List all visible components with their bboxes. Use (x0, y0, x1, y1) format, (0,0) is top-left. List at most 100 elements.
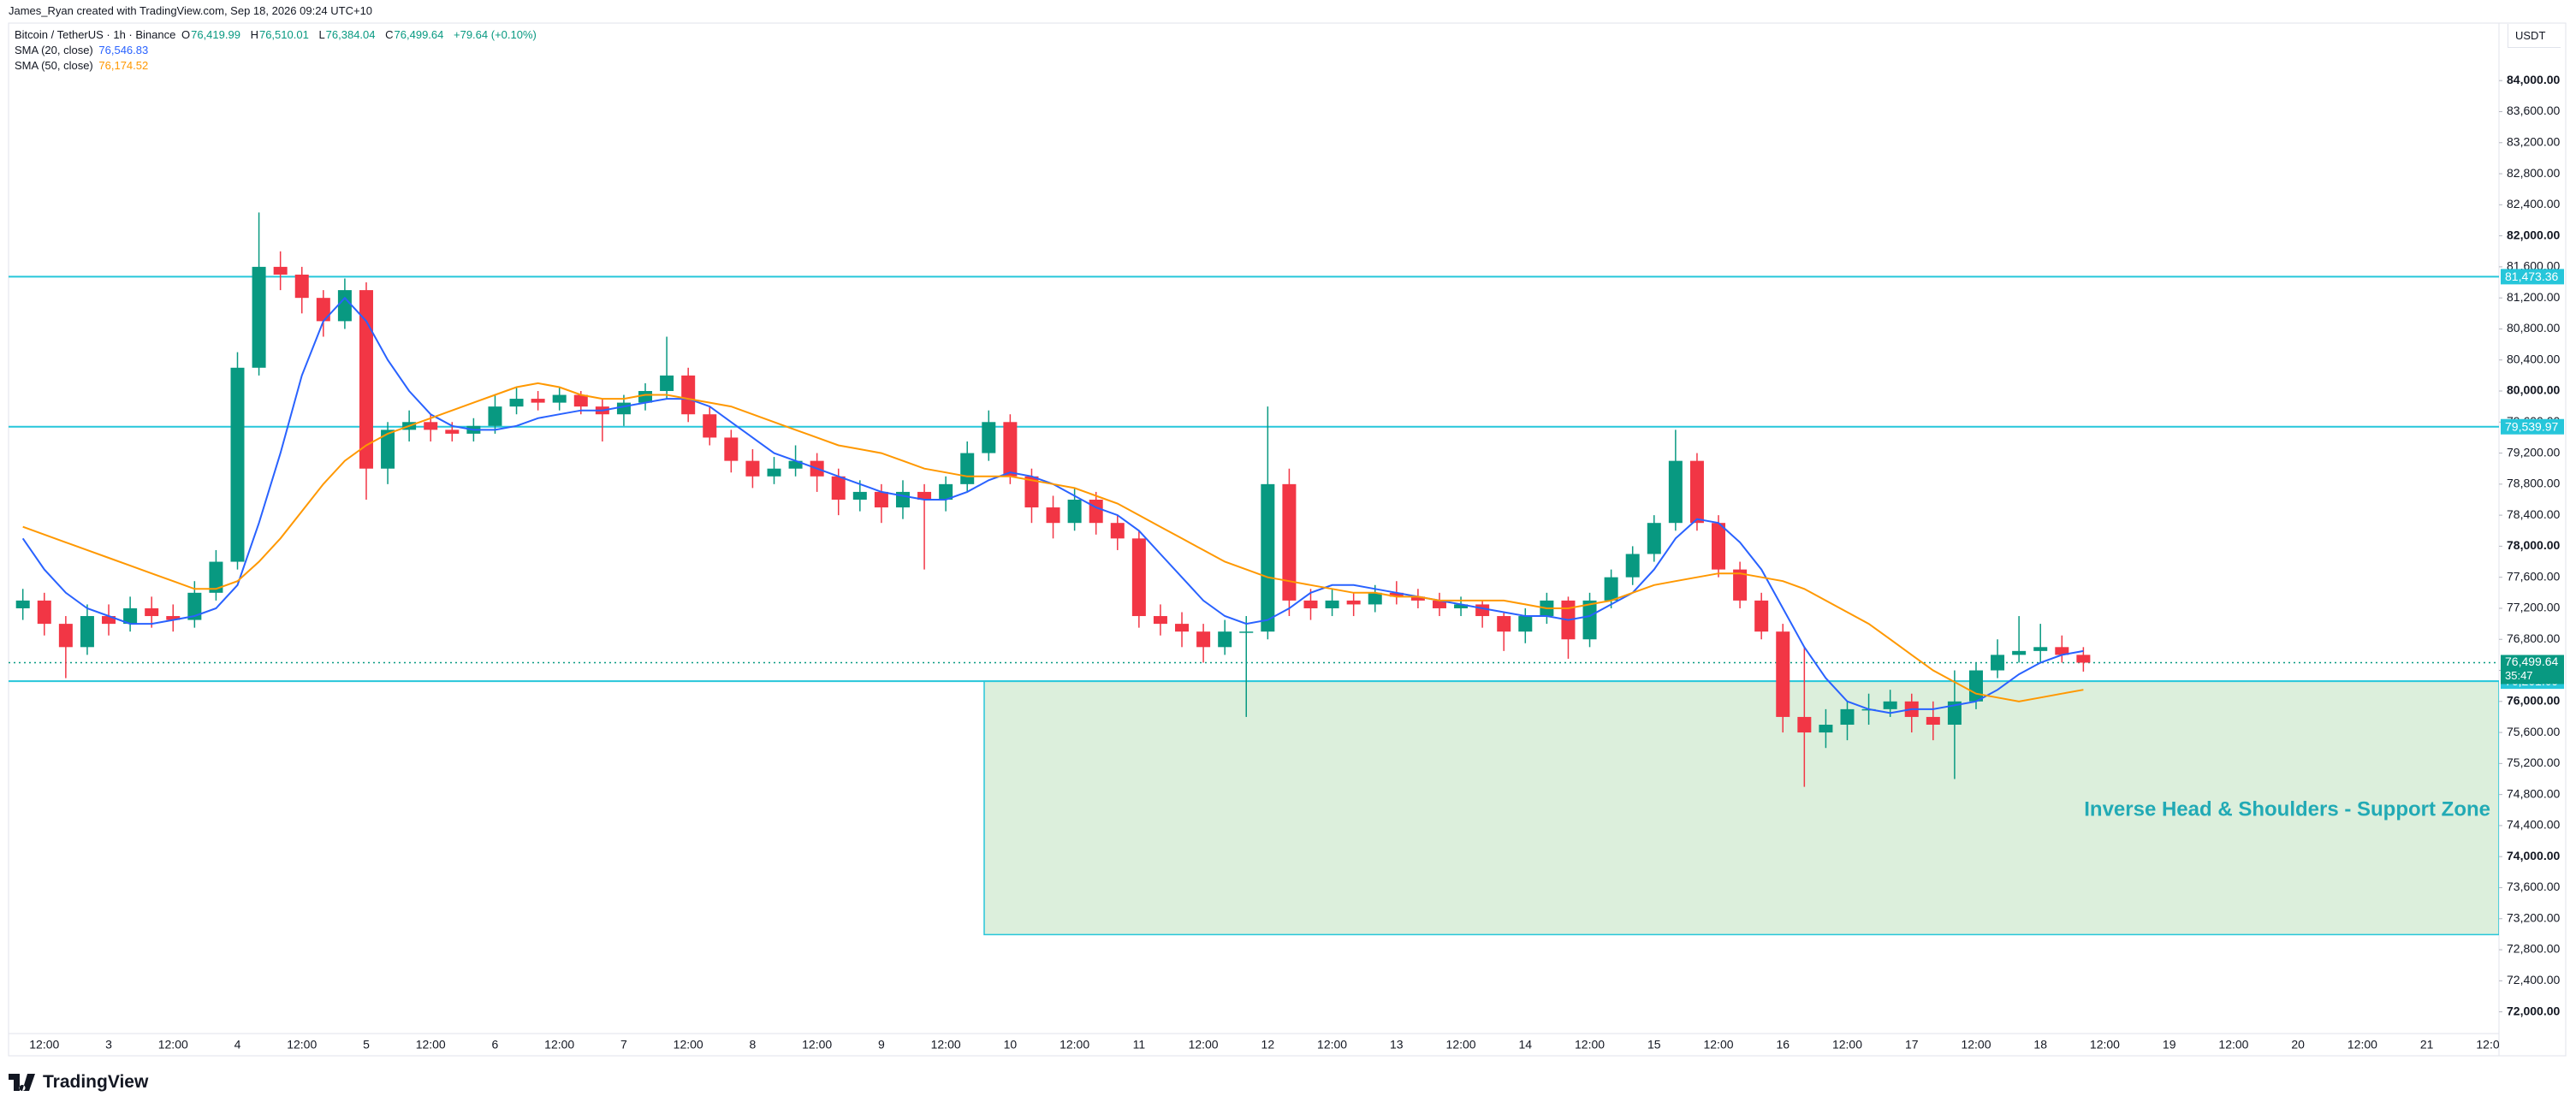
credit: James_Ryan created with TradingView.com,… (9, 4, 373, 17)
candle-body (1625, 554, 1640, 578)
candle-body (1368, 592, 1382, 605)
last-price-label: 76,499.64 (2505, 655, 2558, 668)
candle-body (1110, 523, 1125, 539)
ohlc-key: L (318, 28, 325, 41)
candle-body (1261, 483, 1275, 632)
candle-body (1647, 523, 1661, 554)
y-tick-label: 82,400.00 (2507, 197, 2560, 210)
x-tick-label: 16 (1776, 1038, 1790, 1052)
x-tick-label: 12:00 (802, 1038, 832, 1052)
candle-body (1689, 460, 1704, 524)
y-tick-label: 83,200.00 (2507, 134, 2560, 148)
candle-body (960, 453, 975, 484)
x-tick-label: 5 (363, 1038, 370, 1052)
candle-body (917, 491, 932, 500)
logo-text: TradingView (43, 1072, 149, 1092)
x-tick-label: 12 (1261, 1038, 1275, 1052)
last-price-box (2501, 655, 2564, 684)
candle-body (1046, 507, 1060, 524)
candle-body (445, 430, 460, 434)
price-axis: 72,000.00 72,400.00 72,800.00 73,200.00 73,6… (2499, 73, 2560, 1017)
legend: Bitcoin / TetherUS · 1h · Binance O76,41… (15, 27, 543, 74)
candle-body (1282, 483, 1297, 601)
candle-body (294, 274, 309, 299)
x-tick-label: 8 (750, 1038, 757, 1052)
candle-body (1754, 600, 1769, 632)
symbol-row: Bitcoin / TetherUS · 1h · Binance O76,41… (15, 27, 543, 43)
x-tick-label: 14 (1519, 1038, 1533, 1052)
candle-body (638, 391, 653, 403)
ohlc-key: O (181, 28, 191, 41)
candle-body (852, 491, 867, 500)
candle-body (1454, 604, 1469, 608)
ohlc-value: 76,510.01 (258, 28, 309, 41)
candle-body (1712, 523, 1726, 570)
candle-body (767, 468, 781, 477)
x-tick-label: 9 (878, 1038, 885, 1052)
candle-body (1131, 538, 1146, 617)
currency-button[interactable]: USDT (2508, 24, 2561, 48)
x-tick-label: 12:00 (1189, 1038, 1219, 1052)
sma-value: 76,546.83 (98, 44, 149, 56)
y-tick-label: 81,200.00 (2507, 290, 2560, 304)
x-tick-label: 12:00 (1317, 1038, 1347, 1052)
candle-body (788, 460, 803, 469)
y-tick-label: 74,000.00 (2507, 849, 2560, 862)
candle-body (230, 367, 245, 562)
candle-body (488, 406, 502, 426)
y-tick-label: 75,200.00 (2507, 755, 2560, 769)
candle-body (424, 422, 438, 430)
y-tick-label: 78,000.00 (2507, 538, 2560, 552)
countdown: 35:47 (2505, 669, 2533, 682)
candle-body (681, 375, 696, 415)
candle-body (273, 266, 288, 275)
x-tick-label: 3 (105, 1038, 112, 1052)
candle-body (1153, 616, 1167, 625)
candle-body (1067, 499, 1082, 524)
logo: TradingView (9, 1071, 148, 1093)
candle-body (1175, 624, 1190, 632)
y-tick-label: 84,000.00 (2507, 73, 2560, 86)
y-tick-label: 74,800.00 (2507, 786, 2560, 800)
ohlc-value: 76,499.64 (394, 28, 444, 41)
candle-body (1819, 725, 1833, 733)
price-label: 79,539.97 (2505, 419, 2558, 433)
candle-body (509, 399, 524, 407)
ohlc-value: 76,384.04 (325, 28, 376, 41)
y-tick-label: 83,600.00 (2507, 104, 2560, 117)
candle-body (37, 600, 51, 625)
x-tick-label: 18 (2033, 1038, 2047, 1052)
candle-body (2076, 655, 2091, 663)
candle-body (1883, 701, 1897, 709)
candle-body (337, 290, 352, 322)
x-tick-label: 12:00 (1446, 1038, 1476, 1052)
sma-row: SMA (50, close) 76,174.52 (15, 58, 543, 74)
x-tick-label: 17 (1905, 1038, 1919, 1052)
candle-body (1432, 600, 1446, 608)
candle-body (1776, 631, 1790, 717)
y-tick-label: 82,000.00 (2507, 228, 2560, 241)
x-tick-label: 4 (234, 1038, 241, 1052)
y-tick-label: 80,000.00 (2507, 383, 2560, 397)
x-tick-label: 12:00 (2476, 1038, 2506, 1052)
candle-body (939, 483, 953, 500)
candle-body (573, 394, 588, 407)
candle-body (166, 616, 181, 620)
candle-body (123, 607, 138, 625)
candle-body (1991, 655, 2005, 671)
candle-body (2033, 647, 2048, 651)
x-tick-label: 12:00 (29, 1038, 59, 1052)
y-tick-label: 72,000.00 (2507, 1004, 2560, 1017)
x-tick-label: 12:00 (931, 1038, 961, 1052)
ohlc-key: H (250, 28, 258, 41)
y-tick-label: 79,200.00 (2507, 445, 2560, 459)
y-tick-label: 77,200.00 (2507, 601, 2560, 614)
x-tick-label: 12:00 (416, 1038, 446, 1052)
x-tick-label: 12:00 (1961, 1038, 1991, 1052)
candle-body (1475, 604, 1490, 617)
x-tick-label: 12:00 (544, 1038, 574, 1052)
y-tick-label: 74,400.00 (2507, 818, 2560, 832)
candle-body (1840, 708, 1855, 726)
x-tick-label: 12:00 (158, 1038, 188, 1052)
